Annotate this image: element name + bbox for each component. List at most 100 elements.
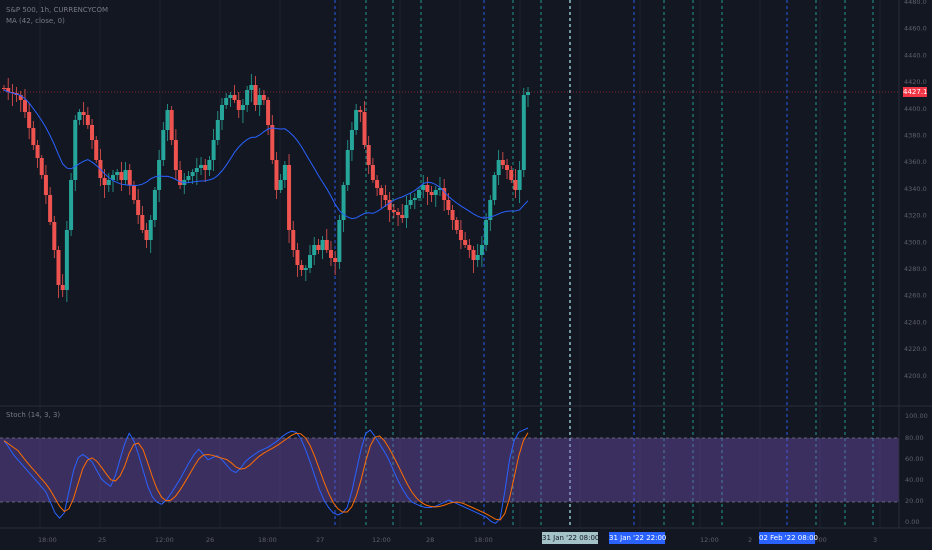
price-tick-label: 4420.0 — [904, 78, 927, 86]
time-badge-crosshair: 31 Jan '22 08:00 — [542, 532, 600, 544]
candles — [2, 74, 530, 302]
candle-body — [500, 160, 505, 165]
time-tick-label: 27 — [316, 536, 324, 544]
candle-body — [199, 165, 204, 168]
candle-body — [387, 200, 392, 210]
candle-body — [362, 112, 367, 145]
candle-body — [219, 105, 224, 120]
candle-body — [324, 240, 329, 250]
price-tick-label: 4360.0 — [904, 158, 927, 166]
time-tick-label: 3 — [873, 536, 877, 544]
price-tick-label: 4260.0 — [904, 292, 927, 300]
candle-body — [69, 180, 74, 230]
candle-body — [18, 95, 23, 100]
price-tick-label: 4460.0 — [904, 25, 927, 33]
candle-body — [417, 190, 422, 198]
candle-body — [228, 95, 233, 98]
candle-body — [278, 180, 283, 190]
candle-body — [215, 120, 220, 140]
candle-body — [236, 100, 241, 110]
candle-body — [144, 230, 149, 240]
price-tick-label: 4280.0 — [904, 265, 927, 273]
candle-body — [433, 190, 438, 195]
candle-body — [136, 200, 141, 215]
ma-legend[interactable]: MA (42, close, 0) — [6, 17, 65, 25]
price-tick-label: 4340.0 — [904, 185, 927, 193]
candle-body — [257, 95, 262, 105]
ma-line — [3, 89, 529, 220]
price-tick-label: 4200.0 — [904, 372, 927, 380]
candle-body — [437, 188, 442, 190]
candle-body — [450, 210, 455, 220]
candle-body — [240, 105, 245, 110]
candle-body — [358, 110, 363, 112]
stoch-k-line — [3, 427, 529, 525]
candle-body — [479, 245, 484, 255]
candle-body — [123, 170, 128, 180]
candle-body — [333, 258, 338, 262]
candle-body — [400, 215, 405, 218]
current-price-badge: 4427.1 — [903, 87, 928, 97]
candle-body — [161, 130, 166, 160]
candle-body — [471, 250, 476, 260]
candle-body — [253, 85, 258, 105]
candle-body — [303, 268, 308, 270]
time-badge-marker-1: 31 Jan '22 22:00 — [609, 532, 667, 544]
candle-body — [115, 172, 120, 175]
candle-body — [316, 245, 321, 250]
candle-body — [375, 180, 380, 188]
candle-body — [207, 160, 212, 170]
candle-body — [131, 185, 136, 200]
candle-body — [249, 85, 254, 90]
candle-body — [509, 170, 514, 180]
candle-body — [291, 230, 296, 250]
time-tick-label: 25 — [98, 536, 106, 544]
candle-body — [127, 170, 132, 185]
candle-body — [178, 170, 183, 185]
candle-body — [513, 180, 518, 190]
time-tick-label: 12:00 — [808, 536, 827, 544]
candle-body — [404, 205, 409, 218]
osc-tick-label: 40.00 — [905, 476, 924, 484]
candle-body — [492, 175, 497, 200]
price-tick-label: 4240.0 — [904, 318, 927, 326]
candle-body — [94, 140, 99, 160]
candle-body — [463, 240, 468, 245]
candle-body — [165, 110, 170, 130]
osc-tick-label: 100.00 — [905, 412, 928, 420]
time-tick-label: 12:00 — [700, 536, 719, 544]
candle-body — [391, 210, 396, 212]
candle-body — [295, 250, 300, 265]
candle-body — [173, 140, 178, 170]
price-axis[interactable]: 4480.0 4460.0 4440.0 4420.0 4400.0 4380.0 4360… — [904, 0, 927, 380]
candle-body — [484, 220, 489, 245]
candle-body — [22, 100, 27, 112]
candle-body — [27, 112, 32, 128]
candle-body — [366, 145, 371, 165]
candle-body — [396, 212, 401, 215]
candle-body — [52, 222, 57, 250]
candle-body — [106, 180, 111, 185]
candle-body — [64, 230, 69, 290]
price-tick-label: 4300.0 — [904, 238, 927, 246]
symbol-title[interactable]: S&P 500, 1h, CURRENCYCOM — [6, 6, 108, 14]
time-axis[interactable]: 18:00 25 12:00 26 18:00 27 12:00 28 18:00 12:00 2 1… — [38, 536, 877, 544]
candle-body — [287, 165, 292, 230]
candle-body — [274, 160, 279, 190]
candle-body — [43, 175, 48, 195]
candle-body — [354, 110, 359, 130]
candle-body — [421, 185, 426, 190]
candle-body — [328, 250, 333, 258]
stoch-legend[interactable]: Stoch (14, 3, 3) — [6, 411, 61, 419]
candle-body — [140, 215, 145, 230]
candle-body — [2, 88, 6, 89]
osc-tick-label: 20.00 — [905, 497, 924, 505]
candle-body — [458, 230, 463, 240]
candle-body — [48, 195, 53, 222]
candle-body — [337, 220, 342, 262]
candle-body — [211, 140, 216, 160]
oscillator-axis[interactable]: 100.00 80.00 60.00 40.00 20.00 0.00 — [905, 412, 928, 526]
price-tick-label: 4220.0 — [904, 345, 927, 353]
